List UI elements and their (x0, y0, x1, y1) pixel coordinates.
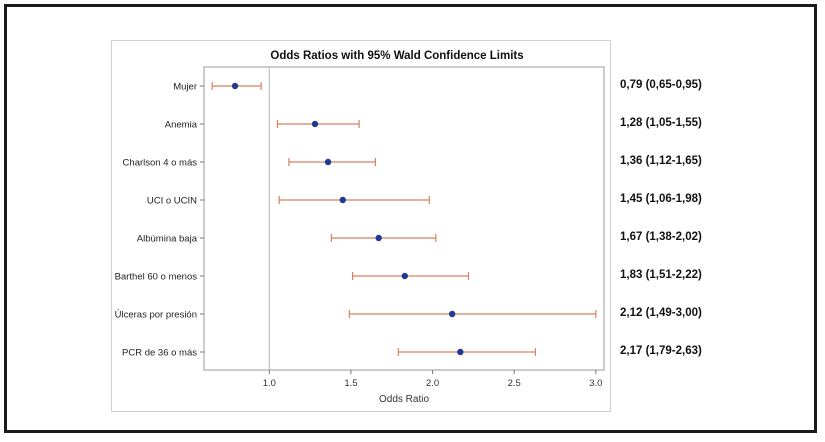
odds-ratio-point (311, 120, 319, 128)
category-label: PCR de 36 o más (122, 348, 197, 359)
odds-ratio-point (448, 310, 456, 318)
plot-area (203, 66, 605, 371)
category-label: Mujer (173, 82, 197, 93)
odds-ratio-annotation: 2,17 (1,79-2,63) (620, 345, 702, 357)
odds-ratio-annotation: 1,67 (1,38-2,02) (620, 231, 702, 243)
x-tick-label: 3.0 (589, 378, 602, 389)
odds-ratio-point (401, 272, 409, 280)
category-label: Albúmina baja (137, 234, 198, 245)
x-tick-label: 2.5 (508, 378, 521, 389)
chart-title: Odds Ratios with 95% Wald Confidence Lim… (270, 50, 523, 62)
x-axis-label: Odds Ratio (379, 394, 429, 405)
odds-ratio-annotation: 1,45 (1,06-1,98) (620, 193, 702, 205)
odds-ratio-annotation: 1,28 (1,05-1,55) (620, 117, 702, 129)
odds-ratio-point (457, 348, 464, 356)
odds-ratio-annotation: 1,36 (1,12-1,65) (620, 155, 702, 167)
category-label: UCI o UCIN (147, 196, 197, 207)
x-tick-label: 1.0 (263, 378, 276, 389)
category-label: Barthel 60 o menos (115, 272, 198, 283)
odds-ratio-point (339, 196, 346, 204)
odds-ratio-point (375, 234, 382, 242)
odds-ratio-annotation: 1,83 (1,51-2,22) (620, 269, 702, 281)
plot-panel (111, 40, 611, 412)
x-tick-label: 1.5 (344, 378, 357, 389)
odds-ratio-annotation: 0,79 (0,65-0,95) (620, 79, 702, 91)
category-label: Anemia (165, 120, 198, 131)
category-label: Charlson 4 o más (123, 158, 198, 169)
odds-ratio-annotation: 2,12 (1,49-3,00) (620, 307, 702, 319)
odds-ratio-point (231, 82, 239, 90)
odds-ratio-point (324, 158, 332, 166)
category-label: Úlceras por presión (115, 310, 197, 321)
x-tick-label: 2.0 (426, 378, 439, 389)
